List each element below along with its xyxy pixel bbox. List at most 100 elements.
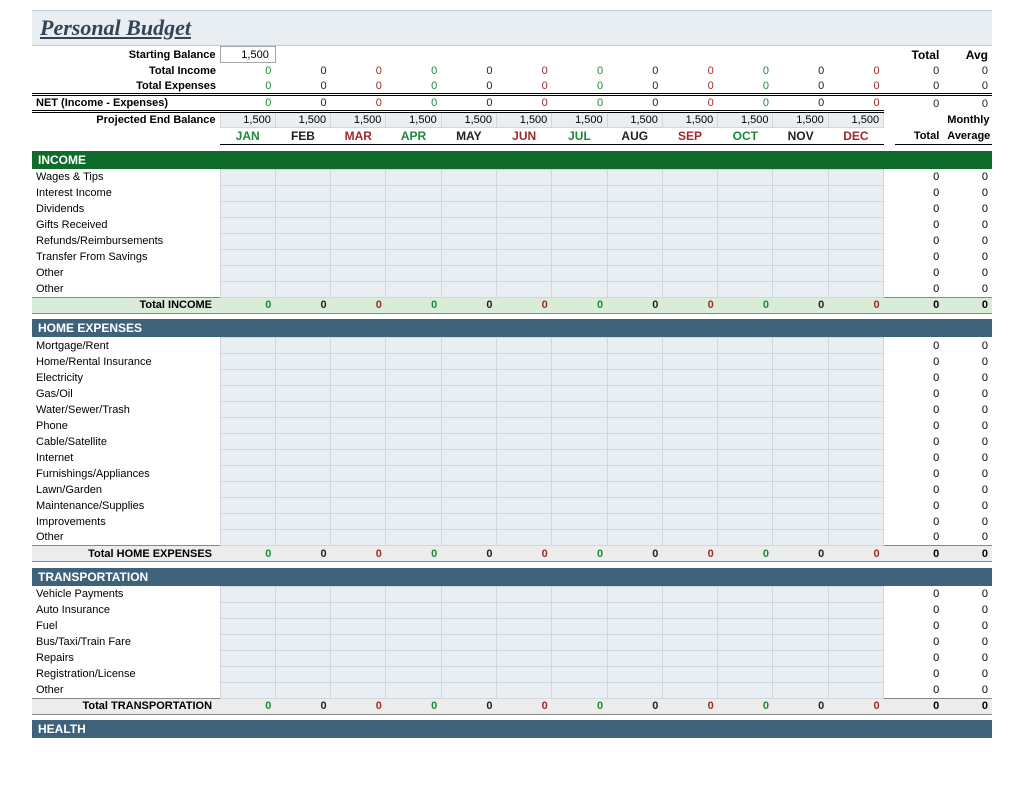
income-item-2-m8[interactable] <box>662 201 717 217</box>
income-item-1-m2[interactable] <box>331 185 386 201</box>
home-item-2-m6[interactable] <box>552 370 607 386</box>
home-item-8-m0[interactable] <box>220 466 275 482</box>
home-item-11-m7[interactable] <box>607 514 662 530</box>
home-item-0-m7[interactable] <box>607 338 662 354</box>
home-item-1-m4[interactable] <box>441 354 496 370</box>
home-item-3-m6[interactable] <box>552 386 607 402</box>
home-item-12-m0[interactable] <box>220 530 275 546</box>
home-item-7-m9[interactable] <box>718 450 773 466</box>
home-item-8-m5[interactable] <box>497 466 552 482</box>
home-item-8-m6[interactable] <box>552 466 607 482</box>
home-item-2-m9[interactable] <box>718 370 773 386</box>
home-item-11-m11[interactable] <box>828 514 883 530</box>
income-item-4-m0[interactable] <box>220 233 275 249</box>
income-item-1-m9[interactable] <box>718 185 773 201</box>
income-item-2-m0[interactable] <box>220 201 275 217</box>
transport-item-5-m10[interactable] <box>773 666 828 682</box>
transport-item-5-m6[interactable] <box>552 666 607 682</box>
home-item-8-m11[interactable] <box>828 466 883 482</box>
transport-item-3-m10[interactable] <box>773 634 828 650</box>
home-item-5-m1[interactable] <box>275 418 330 434</box>
transport-item-3-m6[interactable] <box>552 634 607 650</box>
income-item-2-m5[interactable] <box>497 201 552 217</box>
home-item-11-m8[interactable] <box>662 514 717 530</box>
home-item-9-m6[interactable] <box>552 482 607 498</box>
home-item-3-m8[interactable] <box>662 386 717 402</box>
home-item-12-m5[interactable] <box>497 530 552 546</box>
income-item-4-m7[interactable] <box>607 233 662 249</box>
home-item-5-m4[interactable] <box>441 418 496 434</box>
income-item-7-m6[interactable] <box>552 281 607 297</box>
home-item-10-m10[interactable] <box>773 498 828 514</box>
home-item-6-m4[interactable] <box>441 434 496 450</box>
transport-item-1-m11[interactable] <box>828 602 883 618</box>
transport-item-1-m0[interactable] <box>220 602 275 618</box>
home-item-0-m9[interactable] <box>718 338 773 354</box>
home-item-4-m2[interactable] <box>331 402 386 418</box>
income-item-3-m0[interactable] <box>220 217 275 233</box>
home-item-11-m5[interactable] <box>497 514 552 530</box>
home-item-0-m4[interactable] <box>441 338 496 354</box>
income-item-0-m5[interactable] <box>497 169 552 185</box>
transport-item-6-m0[interactable] <box>220 682 275 698</box>
home-item-5-m0[interactable] <box>220 418 275 434</box>
home-item-1-m11[interactable] <box>828 354 883 370</box>
income-item-0-m3[interactable] <box>386 169 441 185</box>
income-item-5-m1[interactable] <box>275 249 330 265</box>
transport-item-4-m8[interactable] <box>662 650 717 666</box>
home-item-8-m2[interactable] <box>331 466 386 482</box>
income-item-1-m5[interactable] <box>497 185 552 201</box>
transport-item-1-m4[interactable] <box>441 602 496 618</box>
transport-item-5-m4[interactable] <box>441 666 496 682</box>
home-item-8-m10[interactable] <box>773 466 828 482</box>
income-item-0-m10[interactable] <box>773 169 828 185</box>
home-item-12-m9[interactable] <box>718 530 773 546</box>
transport-item-1-m7[interactable] <box>607 602 662 618</box>
income-item-0-m1[interactable] <box>275 169 330 185</box>
income-item-3-m7[interactable] <box>607 217 662 233</box>
income-item-5-m0[interactable] <box>220 249 275 265</box>
income-item-6-m8[interactable] <box>662 265 717 281</box>
income-item-2-m7[interactable] <box>607 201 662 217</box>
transport-item-2-m8[interactable] <box>662 618 717 634</box>
transport-item-0-m5[interactable] <box>497 586 552 602</box>
home-item-4-m9[interactable] <box>718 402 773 418</box>
transport-item-0-m0[interactable] <box>220 586 275 602</box>
income-item-0-m0[interactable] <box>220 169 275 185</box>
income-item-1-m3[interactable] <box>386 185 441 201</box>
home-item-3-m7[interactable] <box>607 386 662 402</box>
transport-item-6-m5[interactable] <box>497 682 552 698</box>
home-item-5-m3[interactable] <box>386 418 441 434</box>
transport-item-3-m7[interactable] <box>607 634 662 650</box>
income-item-5-m4[interactable] <box>441 249 496 265</box>
income-item-3-m5[interactable] <box>497 217 552 233</box>
home-item-0-m10[interactable] <box>773 338 828 354</box>
income-item-4-m1[interactable] <box>275 233 330 249</box>
home-item-1-m7[interactable] <box>607 354 662 370</box>
home-item-8-m3[interactable] <box>386 466 441 482</box>
home-item-7-m10[interactable] <box>773 450 828 466</box>
income-item-0-m2[interactable] <box>331 169 386 185</box>
income-item-4-m5[interactable] <box>497 233 552 249</box>
transport-item-6-m7[interactable] <box>607 682 662 698</box>
home-item-9-m1[interactable] <box>275 482 330 498</box>
home-item-3-m4[interactable] <box>441 386 496 402</box>
income-item-0-m4[interactable] <box>441 169 496 185</box>
home-item-4-m0[interactable] <box>220 402 275 418</box>
home-item-10-m9[interactable] <box>718 498 773 514</box>
income-item-5-m3[interactable] <box>386 249 441 265</box>
home-item-9-m11[interactable] <box>828 482 883 498</box>
transport-item-4-m0[interactable] <box>220 650 275 666</box>
home-item-12-m6[interactable] <box>552 530 607 546</box>
income-item-4-m8[interactable] <box>662 233 717 249</box>
home-item-10-m6[interactable] <box>552 498 607 514</box>
home-item-2-m1[interactable] <box>275 370 330 386</box>
home-item-10-m5[interactable] <box>497 498 552 514</box>
home-item-12-m11[interactable] <box>828 530 883 546</box>
home-item-7-m5[interactable] <box>497 450 552 466</box>
transport-item-1-m2[interactable] <box>331 602 386 618</box>
income-item-1-m4[interactable] <box>441 185 496 201</box>
income-item-2-m9[interactable] <box>718 201 773 217</box>
transport-item-0-m6[interactable] <box>552 586 607 602</box>
income-item-2-m2[interactable] <box>331 201 386 217</box>
